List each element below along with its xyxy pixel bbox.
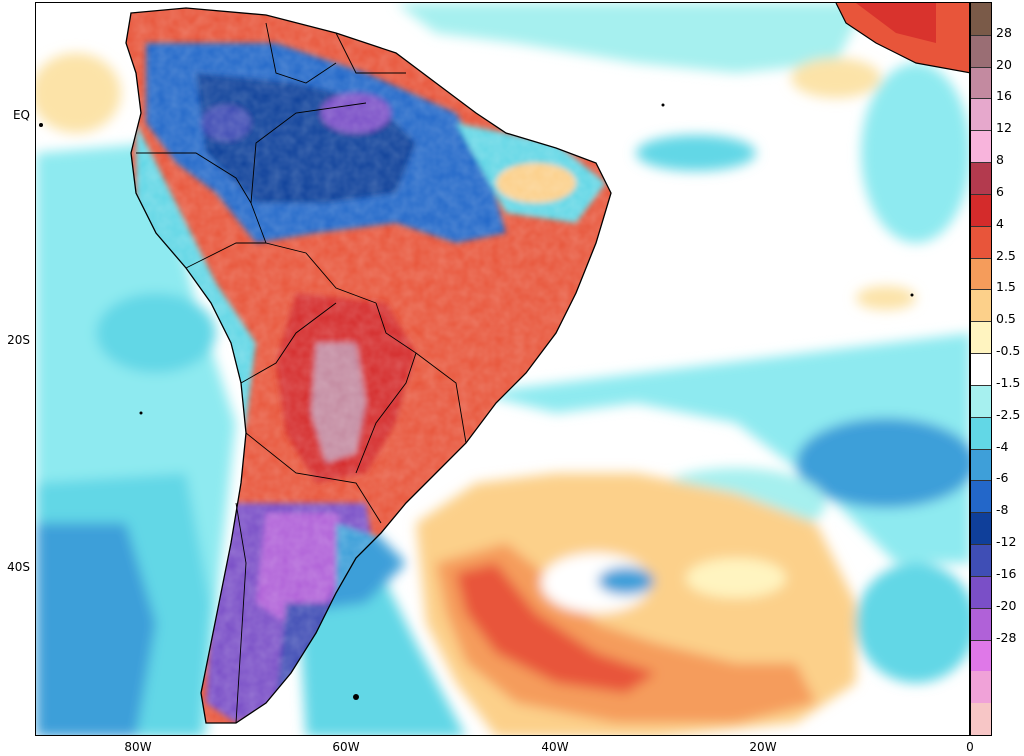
lon-label-20w: 20W [749,740,777,754]
colorbar-label: -6 [996,470,1009,486]
colorbar-cell [971,289,991,322]
colorbar-cell [971,3,991,35]
colorbar-label: -0.5 [996,343,1021,359]
colorbar-label: 28 [996,24,1012,40]
colorbar-cell [971,575,991,608]
colorbar-cell [971,544,991,577]
colorbar-tick [971,607,991,609]
colorbar-label: 6 [996,183,1004,199]
anomaly-map[interactable] [35,2,970,736]
colorbar-label: 8 [996,152,1004,168]
colorbar-tick [971,225,991,227]
colorbar-label: 4 [996,215,1004,231]
lon-label-80w: 80W [124,740,152,754]
colorbar-cell [971,416,991,449]
colorbar-cell [971,607,991,640]
colorbar-label: 1.5 [996,279,1016,295]
colorbar-tick [971,384,991,386]
colorbar-label: -2.5 [996,406,1021,422]
colorbar-cell [971,671,991,704]
country-borders [136,22,467,724]
colorbar-cell [971,384,991,417]
colorbar-tick [971,34,991,36]
colorbar-cell [971,34,991,67]
colorbar-label: 2.5 [996,247,1016,263]
colorbar-cell [971,193,991,226]
colorbar-tick [971,575,991,577]
colorbar-cell [971,321,991,354]
colorbar-tick [971,66,991,68]
colorbar-cell [971,162,991,195]
colorbar-tick [971,98,991,100]
ocean-anomaly-field [36,3,969,735]
lon-label-0: 0 [966,740,974,754]
colorbar-label: -4 [996,438,1009,454]
colorbar-label: -28 [996,629,1017,645]
lat-label-eq: EQ [12,108,30,122]
coastline [125,7,612,724]
colorbar-cell [971,448,991,481]
colorbar [970,2,992,736]
colorbar-tick [971,257,991,259]
colorbar-label: -12 [996,534,1017,550]
colorbar-tick [971,130,991,132]
colorbar-tick [971,480,991,482]
colorbar-tick [971,639,991,641]
colorbar-cell [971,225,991,258]
colorbar-label: 16 [996,88,1012,104]
colorbar-tick [971,321,991,323]
colorbar-label: -1.5 [996,374,1021,390]
map-canvas [36,3,969,735]
colorbar-label: -20 [996,597,1017,613]
colorbar-label: 12 [996,120,1012,136]
colorbar-tick [971,448,991,450]
lon-label-40w: 40W [541,740,569,754]
colorbar-cell [971,257,991,290]
colorbar-cell [971,639,991,672]
colorbar-tick [971,289,991,291]
colorbar-tick [971,162,991,164]
colorbar-cell [971,66,991,99]
africa-coast [835,3,969,74]
colorbar-label: 0.5 [996,311,1016,327]
colorbar-cell [971,130,991,163]
colorbar-cell [971,353,991,386]
colorbar-cell [971,703,991,736]
colorbar-tick [971,544,991,546]
lat-label-40s: 40S [7,560,30,574]
colorbar-tick [971,353,991,355]
colorbar-tick [971,193,991,195]
lon-label-60w: 60W [332,740,360,754]
colorbar-cell [971,480,991,513]
colorbar-label: -16 [996,565,1017,581]
colorbar-cell [971,512,991,545]
colorbar-cell [971,98,991,131]
colorbar-tick [971,416,991,418]
lat-label-20s: 20S [7,333,30,347]
colorbar-label: 20 [996,56,1012,72]
colorbar-tick [971,512,991,514]
colorbar-label: -8 [996,502,1009,518]
